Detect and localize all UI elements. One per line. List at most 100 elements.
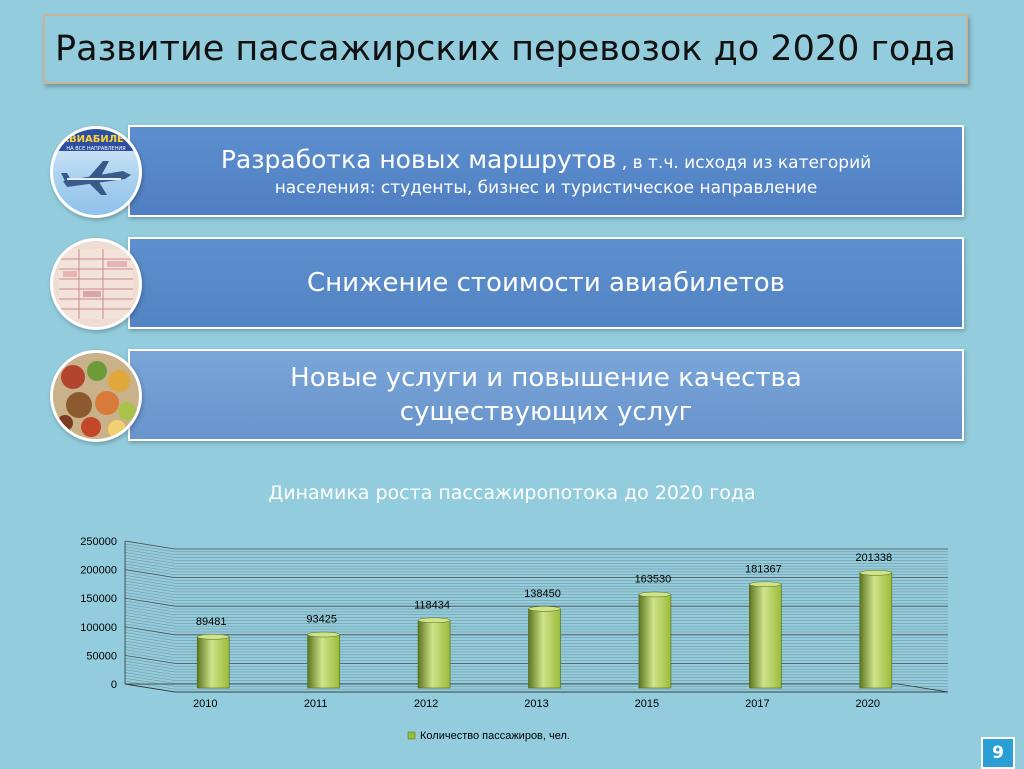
bar-top — [307, 631, 340, 638]
gridline-depth — [124, 589, 176, 598]
gridline-depth — [124, 620, 176, 630]
gridline-depth — [124, 640, 176, 650]
x-tick-label: 2010 — [193, 698, 217, 710]
y-tick-label: 50000 — [86, 650, 117, 662]
gridline-depth — [124, 655, 176, 664]
gridline-depth — [124, 672, 176, 681]
food-services-icon — [50, 350, 142, 442]
bar — [859, 572, 893, 689]
gridline-depth — [124, 546, 176, 555]
bar-top — [859, 570, 893, 576]
banner-new-services-line2: существующих услуг — [399, 397, 693, 427]
gridline-depth — [124, 566, 176, 575]
gridline-depth — [124, 557, 176, 567]
ticket-documents-icon — [50, 238, 142, 330]
banner-new-routes-line1: Разработка новых маршрутов , в т.ч. исхо… — [221, 145, 871, 174]
legend-swatch — [407, 731, 416, 740]
bar — [417, 619, 451, 689]
ticket-subline: НА ВСЕ НАПРАВЛЕНИЯ — [66, 146, 125, 152]
x-tick-label: 2012 — [414, 698, 438, 710]
banner-new-routes-main: Разработка новых маршрутов — [220, 144, 617, 174]
banner-new-services: Новые услуги и повышение качества сущест… — [128, 349, 964, 441]
banner-new-routes: Разработка новых маршрутов , в т.ч. исхо… — [128, 125, 964, 217]
gridline-depth — [124, 543, 176, 553]
gridline-depth — [124, 609, 176, 618]
title-box: Развитие пассажирских перевозок до 2020 … — [43, 14, 968, 84]
x-tick-label: 2020 — [856, 698, 880, 710]
gridline-depth — [124, 592, 176, 601]
gridline-depth — [124, 643, 176, 653]
gridline-depth — [124, 617, 176, 627]
gridline-depth — [124, 603, 176, 613]
bar-top — [417, 617, 451, 624]
gridline-depth — [124, 623, 176, 633]
gridline-depth — [124, 577, 176, 587]
gridline-depth — [124, 575, 176, 584]
gridline-depth — [124, 600, 176, 610]
bar-top — [196, 634, 230, 640]
data-label: 201338 — [855, 552, 892, 564]
gridline-depth — [124, 597, 176, 607]
bar-top — [749, 581, 782, 588]
gridline-depth — [124, 563, 176, 573]
data-label: 93425 — [306, 614, 337, 626]
gridline-depth — [124, 632, 176, 641]
ticket-headline: АВИАБИЛЕТ — [61, 134, 131, 145]
x-tick-label: 2015 — [635, 698, 659, 710]
data-label: 181367 — [745, 563, 782, 575]
gridline-depth — [124, 612, 176, 621]
gridline-depth — [124, 606, 176, 616]
page-number: 9 — [981, 737, 1015, 769]
y-tick-label: 100000 — [80, 622, 117, 634]
gridline-depth — [124, 629, 176, 638]
gridline-depth — [124, 666, 176, 676]
x-tick-label: 2011 — [304, 698, 328, 710]
gridline-depth — [124, 649, 176, 658]
airplane-ticket-icon: АВИАБИЛЕТ НА ВСЕ НАПРАВЛЕНИЯ — [50, 126, 142, 218]
gridline-depth — [124, 669, 176, 678]
bar — [528, 608, 561, 689]
bar — [307, 634, 340, 689]
gridline-depth — [124, 635, 176, 644]
gridline-depth — [124, 678, 176, 687]
gridline-depth — [124, 560, 176, 570]
banner-new-services-line1: Новые услуги и повышение качества — [290, 363, 802, 393]
x-tick-label: 2017 — [745, 698, 769, 710]
gridline-depth — [124, 540, 176, 550]
gridline-depth — [124, 680, 176, 690]
gridline-depth — [124, 572, 176, 581]
gridline-depth — [124, 658, 176, 667]
gridline-depth — [124, 555, 176, 564]
gridline-depth — [124, 583, 176, 593]
page-title: Развитие пассажирских перевозок до 2020 … — [55, 29, 956, 69]
gridline-depth — [124, 552, 176, 561]
y-tick-label: 200000 — [80, 565, 117, 577]
data-label: 89481 — [196, 616, 227, 628]
banner-new-routes-line2: населения: студенты, бизнес и туристичес… — [274, 177, 818, 198]
gridline-depth — [124, 586, 176, 596]
legend-label: Количество пассажиров, чел. — [420, 730, 570, 742]
gridline-depth — [124, 626, 176, 636]
x-tick-label: 2013 — [524, 698, 548, 710]
chart-title: Динамика роста пассажиропотока до 2020 г… — [268, 482, 756, 504]
bar — [749, 583, 782, 689]
bar-top — [528, 606, 561, 612]
banner-ticket-price: Снижение стоимости авиабилетов — [128, 237, 964, 329]
bar-top — [638, 591, 672, 598]
gridline-depth — [124, 569, 176, 578]
data-label: 163530 — [635, 573, 672, 585]
data-label: 138450 — [524, 588, 561, 600]
y-tick-label: 0 — [111, 679, 117, 691]
banner-ticket-price-text: Снижение стоимости авиабилетов — [306, 268, 785, 298]
gridline-depth — [124, 660, 176, 670]
gridline-depth — [124, 595, 176, 604]
gridline-depth — [124, 646, 176, 656]
bar — [196, 636, 230, 689]
gridline-depth — [124, 637, 176, 647]
passenger-growth-chart: 0 50000 100000 150000 200000 250000 89481 2010 9… — [80, 536, 949, 742]
gridline-depth — [124, 549, 176, 558]
bar — [638, 594, 672, 689]
gridline-depth — [124, 615, 176, 624]
gridline-depth — [124, 580, 176, 590]
gridline-depth — [124, 652, 176, 661]
